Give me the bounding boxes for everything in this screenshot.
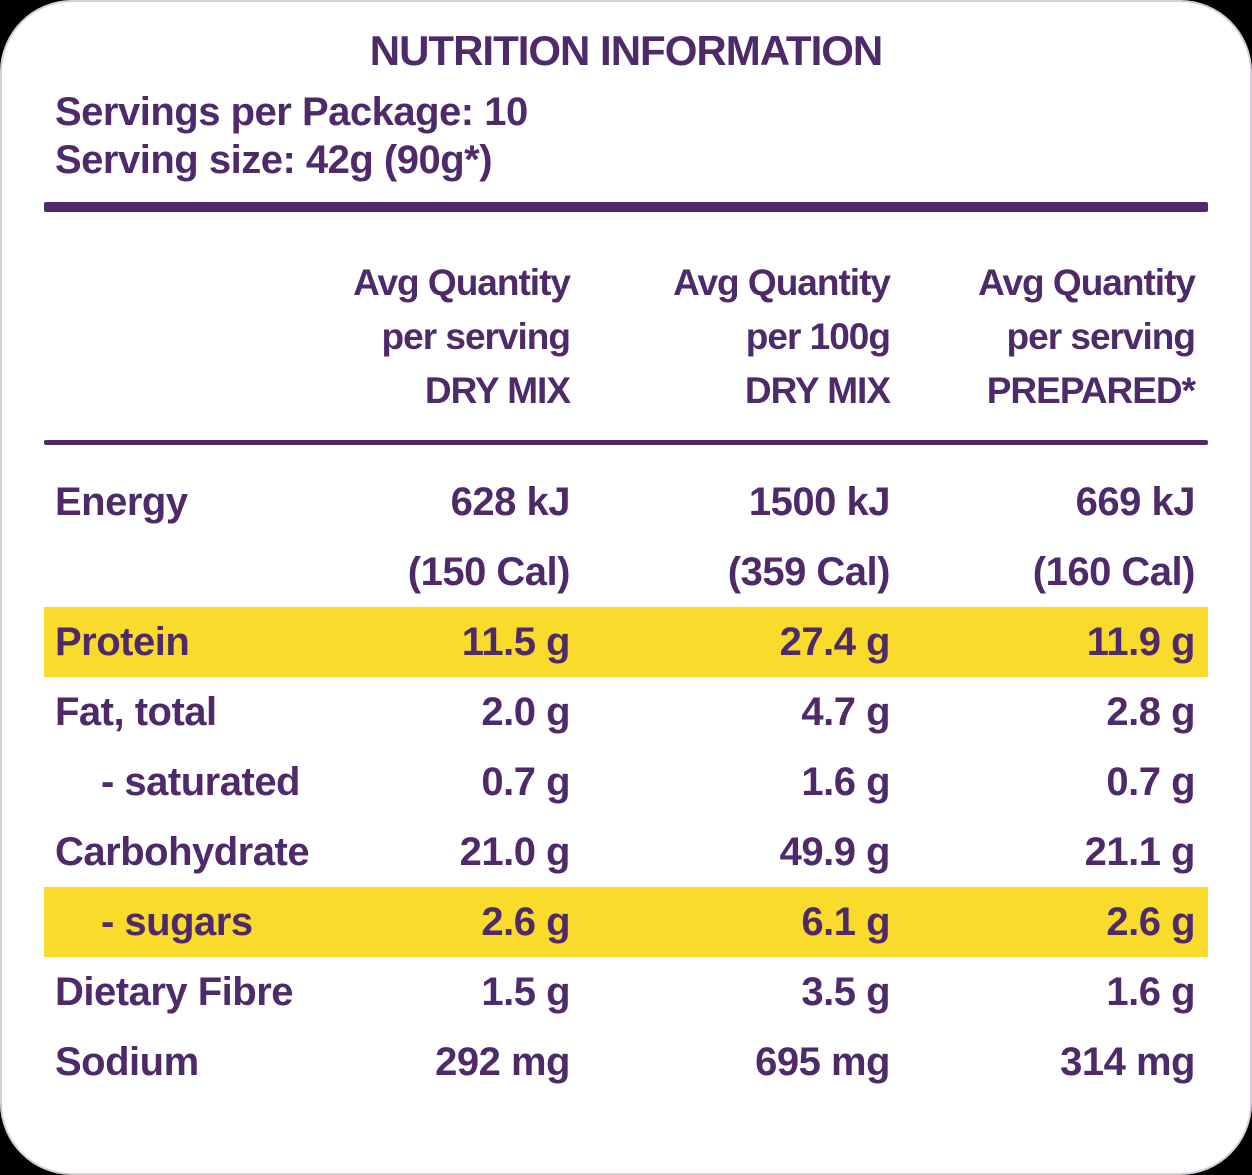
column-header-line: DRY MIX [744, 370, 891, 411]
row-value-per-serving: 11.5 g [461, 619, 571, 664]
column-header-line: Avg Quantity [673, 262, 891, 303]
row-label: Energy [55, 479, 188, 524]
row-value-per-serving: 0.7 g [481, 759, 570, 804]
table-row-sugars: - sugars 2.6 g 6.1 g 2.6 g [44, 887, 1208, 957]
row-value-per-100g: 695 mg [755, 1039, 890, 1084]
row-label: Protein [55, 619, 190, 664]
row-value-per-100g: 49.9 g [779, 829, 891, 874]
row-value-prepared: 21.1 g [1084, 829, 1196, 874]
row-value-prepared: (160 Cal) [1032, 549, 1196, 594]
table-row-protein: Protein 11.5 g 27.4 g 11.9 g [44, 607, 1208, 677]
nutrition-table: Energy 628 kJ 1500 kJ 669 kJ (150 Cal) (… [44, 467, 1208, 1097]
serving-size: Serving size: 42g (90g*) [55, 138, 493, 182]
row-label: Carbohydrate [55, 829, 310, 874]
row-value-per-100g: 27.4 g [779, 619, 891, 664]
row-value-per-100g: 1500 kJ [748, 479, 891, 524]
row-label: - saturated [101, 759, 301, 804]
row-value-per-serving: 292 mg [435, 1039, 570, 1084]
row-value-per-100g: 6.1 g [801, 899, 890, 944]
column-header-line: PREPARED* [986, 370, 1196, 411]
table-row-energy-calories: (150 Cal) (359 Cal) (160 Cal) [44, 537, 1208, 607]
row-label: Dietary Fibre [55, 969, 294, 1014]
divider-thick [44, 202, 1208, 212]
row-value-per-serving: 2.0 g [481, 689, 570, 734]
row-label: - sugars [101, 899, 253, 944]
row-value-prepared: 2.8 g [1106, 689, 1195, 734]
column-header-line: DRY MIX [424, 370, 571, 411]
row-value-prepared: 11.9 g [1086, 619, 1196, 664]
column-header-line: per serving [1006, 316, 1196, 357]
column-header-line: Avg Quantity [978, 262, 1196, 303]
row-value-per-100g: 3.5 g [801, 969, 890, 1014]
row-value-per-serving: 628 kJ [450, 479, 571, 524]
column-header-per-serving-dry-mix: Avg Quantity per serving DRY MIX [280, 256, 571, 418]
row-value-prepared: 0.7 g [1106, 759, 1195, 804]
table-row-carbohydrate: Carbohydrate 21.0 g 49.9 g 21.1 g [44, 817, 1208, 887]
divider-thin [44, 440, 1208, 445]
column-header-per-100g-dry-mix: Avg Quantity per 100g DRY MIX [570, 256, 891, 418]
table-row-saturated-fat: - saturated 0.7 g 1.6 g 0.7 g [44, 747, 1208, 817]
row-value-prepared: 1.6 g [1106, 969, 1195, 1014]
column-header-line: per 100g [745, 316, 891, 357]
table-row-fat-total: Fat, total 2.0 g 4.7 g 2.8 g [44, 677, 1208, 747]
table-row-dietary-fibre: Dietary Fibre 1.5 g 3.5 g 1.6 g [44, 957, 1208, 1027]
row-value-per-100g: 4.7 g [801, 689, 890, 734]
panel-title: NUTRITION INFORMATION [369, 27, 884, 74]
row-label: Fat, total [55, 689, 217, 734]
table-row-energy: Energy 628 kJ 1500 kJ 669 kJ [44, 467, 1208, 537]
row-value-prepared: 314 mg [1060, 1039, 1195, 1084]
row-value-per-serving: (150 Cal) [407, 549, 571, 594]
row-value-per-100g: 1.6 g [801, 759, 890, 804]
row-label: Sodium [55, 1039, 199, 1084]
column-header-line: Avg Quantity [353, 262, 571, 303]
row-value-per-100g: (359 Cal) [727, 549, 891, 594]
column-header-per-serving-prepared: Avg Quantity per serving PREPARED* [890, 256, 1208, 418]
column-headers: Avg Quantity per serving DRY MIX Avg Qua… [44, 256, 1208, 418]
table-row-sodium: Sodium 292 mg 695 mg 314 mg [44, 1027, 1208, 1097]
row-value-per-serving: 1.5 g [481, 969, 570, 1014]
row-value-prepared: 2.6 g [1106, 899, 1195, 944]
column-header-line: per serving [381, 316, 571, 357]
row-value-prepared: 669 kJ [1075, 479, 1196, 524]
servings-per-package: Servings per Package: 10 [55, 90, 528, 134]
row-value-per-serving: 21.0 g [459, 829, 571, 874]
row-value-per-serving: 2.6 g [481, 899, 570, 944]
